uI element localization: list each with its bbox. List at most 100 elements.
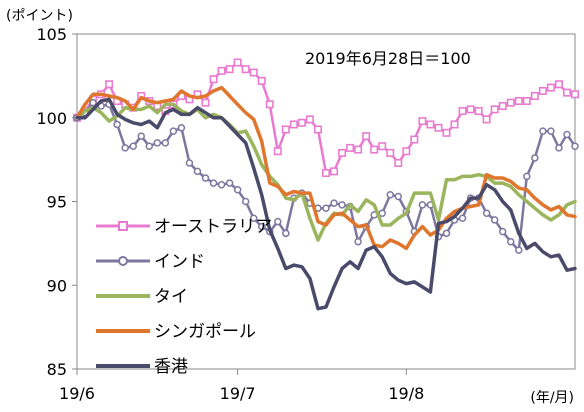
- data-point: [257, 222, 266, 231]
- data-point: [563, 130, 571, 139]
- data-point: [233, 186, 242, 194]
- data-point: [346, 143, 355, 152]
- data-point: [546, 83, 555, 92]
- data-point: [418, 117, 427, 126]
- data-point: [330, 199, 338, 207]
- data-point: [330, 167, 339, 176]
- axes: 85 90 95 100 105 19/6 19/7 19/8: [36, 25, 576, 403]
- data-point: [354, 237, 362, 246]
- data-point: [434, 123, 443, 132]
- data-point: [113, 120, 121, 129]
- legend-label: タイ: [154, 287, 188, 307]
- series-line: [75, 85, 577, 251]
- legend-marker: [118, 221, 128, 231]
- legend-label: シンガポール: [154, 322, 256, 342]
- y-axis-label: (ポイント): [6, 8, 73, 24]
- data-point: [547, 127, 555, 135]
- data-point: [571, 142, 579, 150]
- data-point: [129, 142, 137, 150]
- x-axis-label: (年/月): [530, 390, 574, 406]
- data-point: [354, 145, 363, 154]
- y-tick-label: 100: [36, 109, 67, 128]
- y-tick-label: 85: [47, 360, 67, 379]
- data-point: [515, 246, 523, 254]
- data-point: [338, 201, 346, 209]
- data-point: [313, 125, 322, 134]
- x-tick-label: 19/7: [220, 384, 256, 403]
- data-point: [297, 118, 306, 127]
- y-tick-label: 90: [47, 276, 67, 295]
- data-point: [442, 229, 451, 238]
- data-point: [410, 135, 419, 144]
- data-point: [562, 88, 571, 97]
- data-point: [305, 115, 314, 124]
- chart-annotation: 2019年6月28日＝100: [305, 49, 471, 68]
- data-point: [137, 132, 146, 140]
- data-point: [442, 128, 451, 137]
- legend-label: オーストラリア: [154, 217, 272, 237]
- data-point: [289, 120, 298, 129]
- data-point: [265, 100, 274, 109]
- data-point: [426, 120, 435, 129]
- data-point: [121, 144, 129, 152]
- data-point: [322, 204, 330, 212]
- data-point: [555, 144, 563, 152]
- data-point: [321, 169, 330, 178]
- data-point: [274, 217, 282, 226]
- data-point: [394, 192, 403, 201]
- data-point: [466, 105, 475, 114]
- data-point: [378, 142, 387, 151]
- data-point: [233, 58, 242, 67]
- data-point: [514, 97, 523, 106]
- data-point: [386, 148, 395, 157]
- data-point: [482, 115, 491, 124]
- data-point: [458, 107, 467, 116]
- data-point: [338, 148, 347, 157]
- data-point: [522, 97, 531, 106]
- plot-frame: [76, 33, 576, 370]
- data-point: [89, 98, 97, 107]
- data-point: [185, 159, 194, 167]
- data-point: [458, 214, 467, 222]
- data-point: [450, 120, 459, 129]
- data-point: [201, 174, 210, 182]
- data-point: [554, 80, 563, 89]
- data-point: [570, 90, 579, 99]
- series-lines: [73, 58, 579, 311]
- data-point: [394, 158, 403, 167]
- data-point: [362, 132, 371, 141]
- data-point: [498, 227, 507, 236]
- data-point: [482, 209, 491, 217]
- data-point: [506, 237, 515, 246]
- data-point: [217, 181, 226, 189]
- data-point: [386, 191, 395, 199]
- data-point: [217, 66, 226, 75]
- data-point: [249, 214, 258, 222]
- legend-label: 香港: [154, 357, 188, 377]
- x-tick-label: 19/6: [59, 384, 95, 403]
- data-point: [523, 172, 531, 181]
- data-point: [257, 76, 266, 85]
- data-point: [530, 91, 539, 100]
- data-point: [498, 102, 507, 111]
- data-point: [153, 139, 162, 147]
- data-point: [145, 142, 154, 150]
- data-point: [105, 80, 114, 89]
- data-point: [531, 154, 539, 162]
- data-point: [490, 105, 499, 114]
- legend-label: インド: [154, 252, 205, 272]
- legend-marker: [118, 256, 128, 266]
- data-point: [241, 197, 250, 206]
- data-point: [209, 179, 218, 187]
- data-point: [506, 98, 515, 107]
- data-point: [418, 201, 427, 209]
- data-point: [370, 145, 379, 154]
- data-point: [402, 147, 411, 156]
- data-point: [169, 127, 178, 135]
- data-point: [225, 179, 234, 187]
- x-tick-label: 19/8: [388, 384, 424, 403]
- series-line: [75, 97, 577, 311]
